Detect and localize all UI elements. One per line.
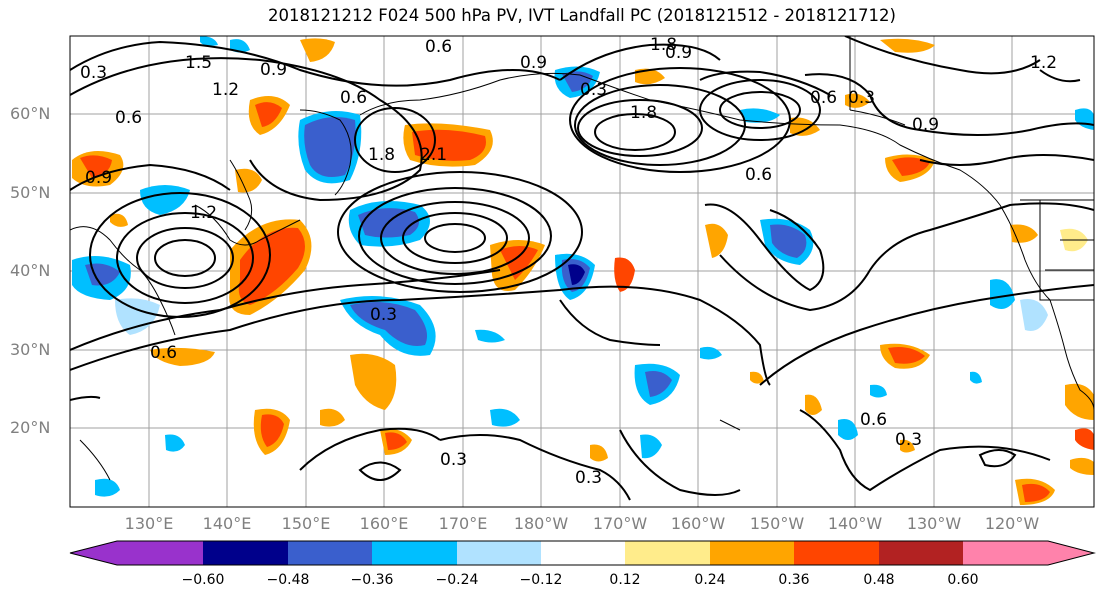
- contour-label: 1.2: [212, 80, 239, 100]
- colorbar-bin: [203, 541, 288, 565]
- colorbar-bin: [625, 541, 710, 565]
- lat-label-20n: 20°N: [10, 418, 51, 437]
- contour-label: 1.8: [630, 103, 657, 123]
- contour-label: 1.2: [190, 203, 217, 223]
- lon-label: 150°W: [749, 514, 805, 533]
- colorbar-tick: −0.36: [350, 572, 394, 588]
- contour-label: 1.5: [185, 53, 212, 73]
- lon-label: 130°W: [906, 514, 962, 533]
- lon-label: 150°E: [281, 514, 331, 533]
- contour-label: 1.8: [368, 145, 395, 165]
- contour-label: 0.3: [848, 88, 875, 108]
- contour-label: 0.9: [260, 60, 287, 80]
- contour-label: 0.9: [912, 115, 939, 135]
- colorbar-tick: −0.60: [181, 572, 225, 588]
- lon-label: 170°E: [438, 514, 488, 533]
- contour-label: 0.6: [810, 88, 837, 108]
- graticule: [70, 36, 1094, 507]
- contour-label: 0.3: [370, 305, 397, 325]
- colorbar-bin: [117, 541, 203, 565]
- contour-labels: 0.3 0.6 0.9 1.2 1.5 1.8 2.1 0.3 0.6 0.9 …: [80, 35, 1057, 488]
- contour-label: 0.9: [665, 43, 692, 63]
- colorbar-bin: [794, 541, 879, 565]
- colorbar-tick: −0.12: [519, 572, 563, 588]
- contour-label: 0.3: [575, 468, 602, 488]
- colorbar-extend-left: [70, 541, 117, 565]
- lat-label-60n: 60°N: [10, 104, 51, 123]
- lon-label: 130°E: [124, 514, 174, 533]
- colorbar-bin: [372, 541, 457, 565]
- colorbar-outline: [69, 540, 1096, 566]
- colorbar-tick: 0.36: [778, 572, 810, 588]
- colorbar-bin: [288, 541, 372, 565]
- contour-label: 0.6: [745, 165, 772, 185]
- lon-label: 180°W: [513, 514, 569, 533]
- colorbar-tick: 0.60: [947, 572, 979, 588]
- lat-label-40n: 40°N: [10, 261, 51, 280]
- lon-label: 120°W: [984, 514, 1040, 533]
- colorbar-extend-right: [1048, 541, 1094, 565]
- contour-label: 2.1: [420, 145, 447, 165]
- contour-label: 0.3: [895, 430, 922, 450]
- contour-label: 1.2: [1030, 53, 1057, 73]
- colorbar-tick: 0.24: [694, 572, 726, 588]
- map-frame: [69, 35, 1095, 508]
- contour-label: 1.8: [650, 35, 677, 55]
- contour-label: 0.6: [425, 37, 452, 57]
- contour-label: 0.9: [520, 53, 547, 73]
- page-title: 2018121212 F024 500 hPa PV, IVT Landfall…: [268, 6, 896, 25]
- contour-label: 0.3: [440, 450, 467, 470]
- colorbar-bin: [879, 541, 963, 565]
- contour-label: 0.6: [860, 410, 887, 430]
- contour-label: 0.3: [580, 80, 607, 100]
- colorbar-bin: [457, 541, 541, 565]
- colorbar-bin: [710, 541, 794, 565]
- lat-label-50n: 50°N: [10, 183, 51, 202]
- colorbar-tick: 0.48: [863, 572, 895, 588]
- lon-label: 160°E: [359, 514, 409, 533]
- colorbar-tick: −0.24: [435, 572, 479, 588]
- lat-label-30n: 30°N: [10, 340, 51, 359]
- contour-label: 0.9: [85, 168, 112, 188]
- contour-label: 0.6: [340, 88, 367, 108]
- coastlines: [70, 36, 1094, 481]
- contour-label: 0.3: [80, 63, 107, 83]
- colorbar: [69, 540, 1096, 566]
- contour-label: 0.6: [150, 343, 177, 363]
- lon-label: 160°W: [670, 514, 726, 533]
- colorbar-bin: [963, 541, 1048, 565]
- contour-label: 0.6: [115, 108, 142, 128]
- lon-label: 170°W: [592, 514, 648, 533]
- colorbar-tick: 0.12: [609, 572, 641, 588]
- lon-label: 140°E: [202, 514, 252, 533]
- colorbar-tick: −0.48: [266, 572, 310, 588]
- lon-label: 140°W: [827, 514, 883, 533]
- colorbar-bin: [541, 541, 625, 565]
